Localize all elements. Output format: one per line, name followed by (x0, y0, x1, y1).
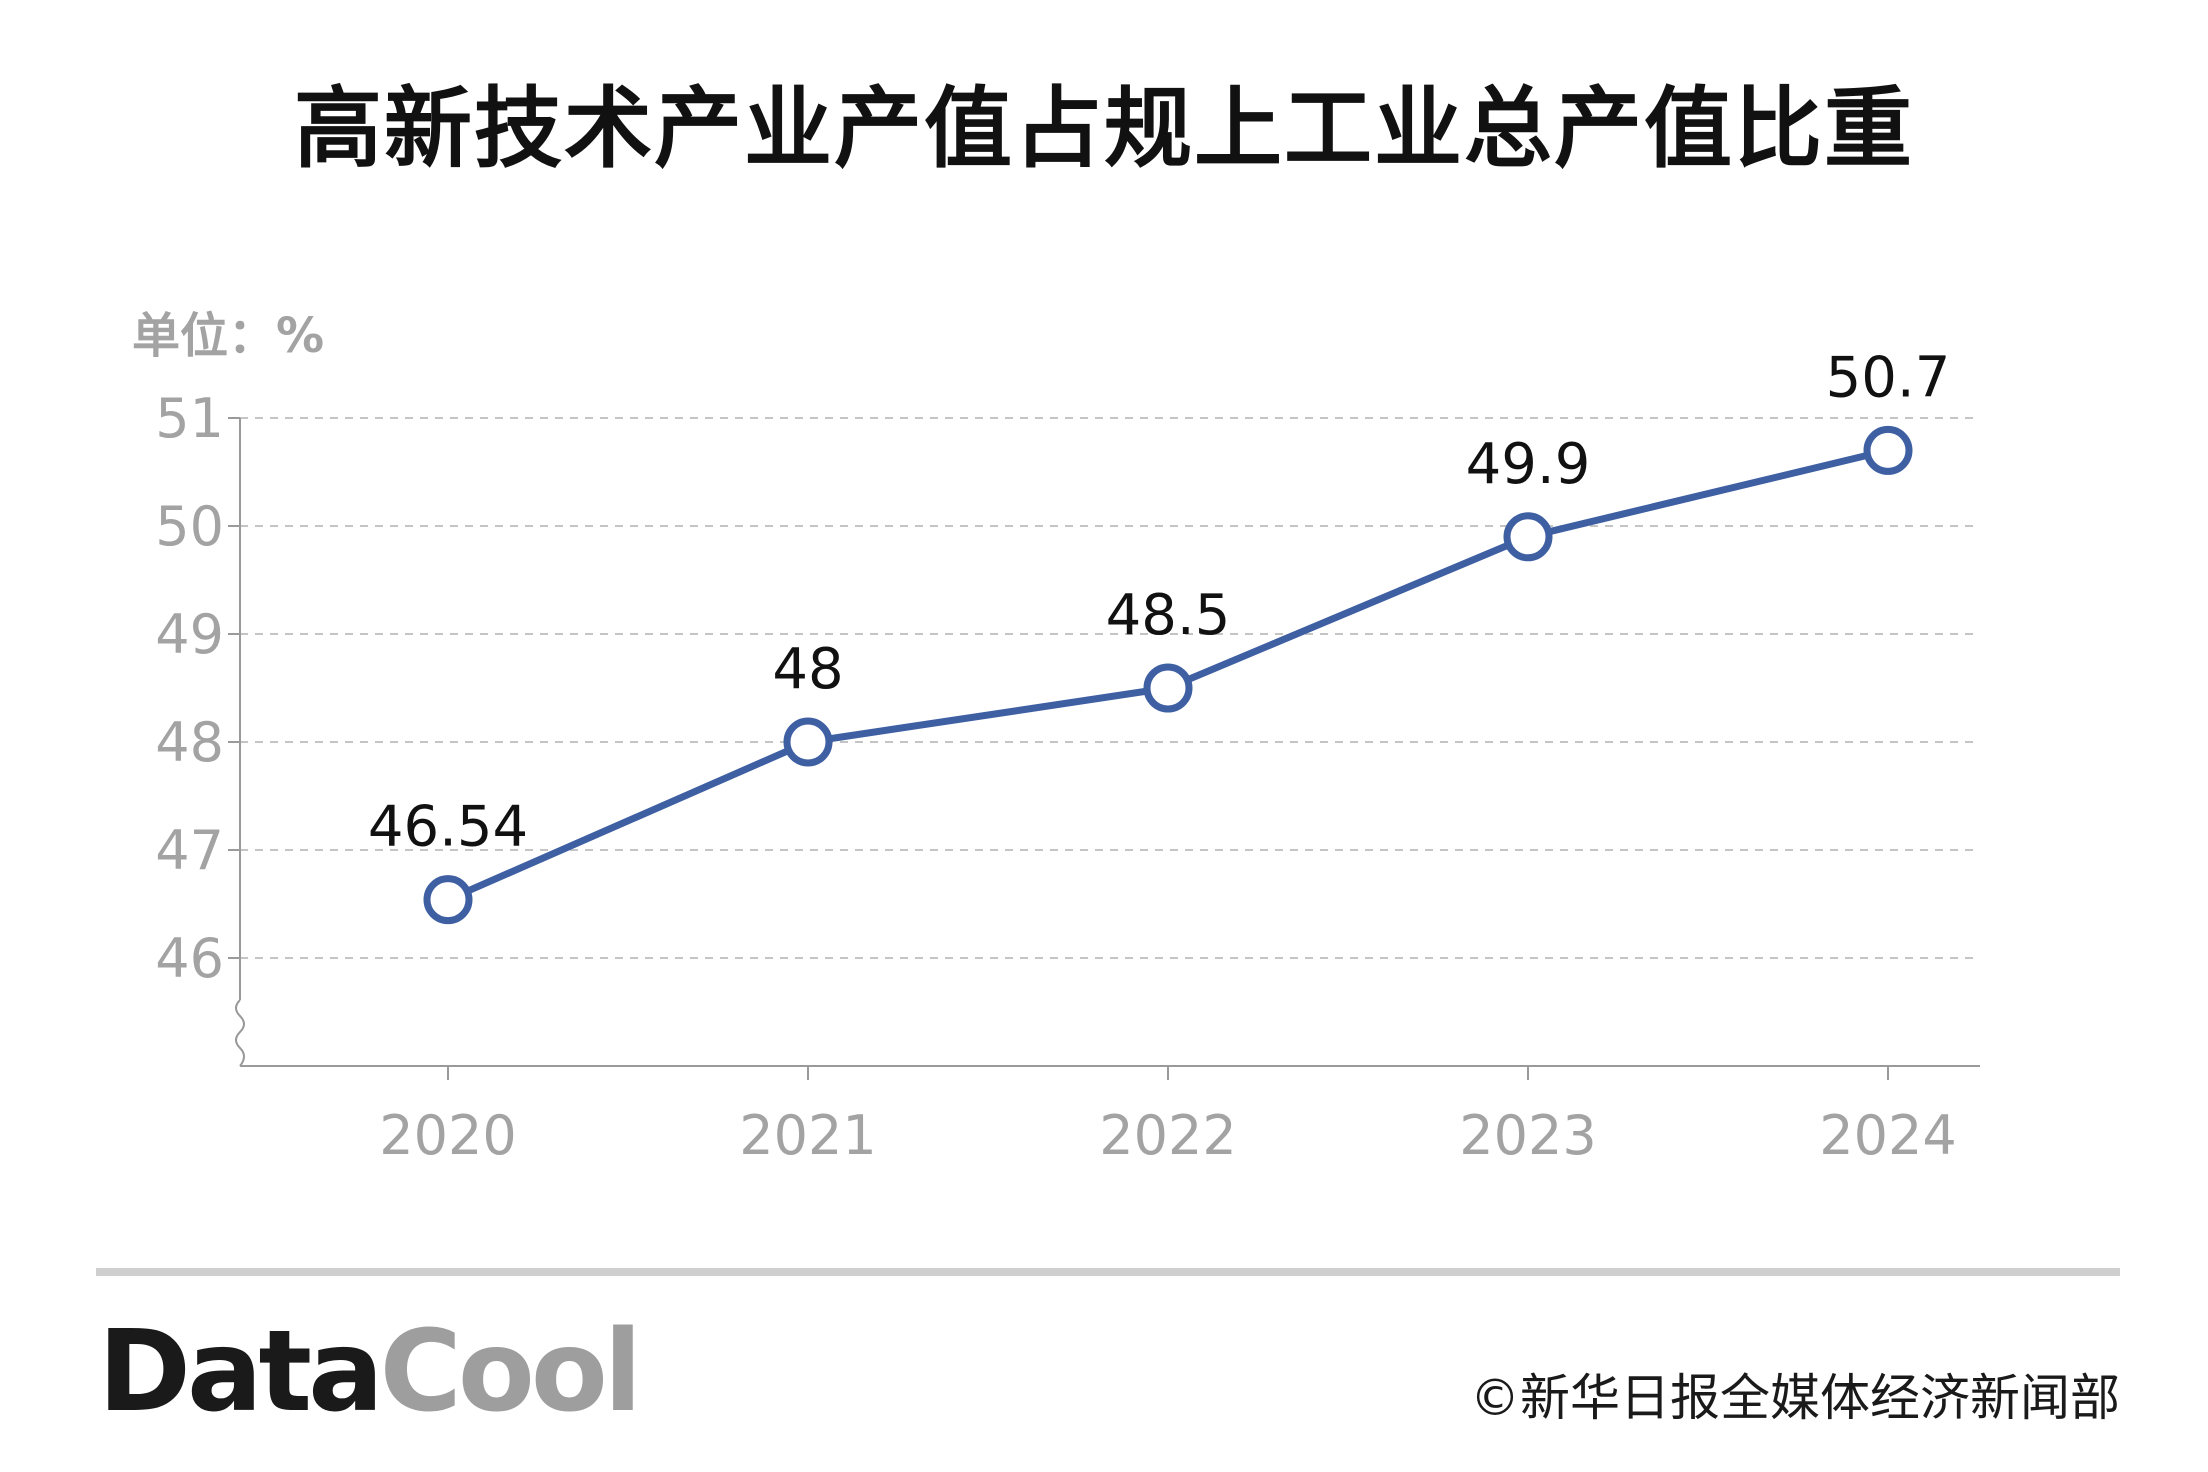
copyright-notice: ©新华日报全媒体经济新闻部 (1470, 1369, 2120, 1427)
y-tick-label-50: 50 (155, 495, 224, 558)
data-label-2021: 48 (772, 637, 843, 702)
x-tick-label-2023: 2023 (1459, 1104, 1596, 1167)
data-point-2022 (1143, 663, 1193, 713)
data-point-2023 (1503, 512, 1553, 562)
x-tick-label-2022: 2022 (1099, 1104, 1236, 1167)
unit-label: 单位：% (132, 308, 325, 364)
y-tick-label-46: 46 (155, 927, 224, 990)
line-chart: 46 47 48 49 50 51 2020 2021 2022 2023 2024 46.54 48 4… (155, 345, 1980, 1167)
data-point-2024 (1863, 425, 1913, 475)
y-tick-label-48: 48 (155, 711, 224, 774)
logo-text-data: Data (98, 1307, 384, 1437)
y-tick-label-47: 47 (155, 819, 224, 882)
data-point-2020 (423, 875, 473, 925)
axis-break-icon (235, 999, 245, 1067)
datacool-logo: Data Cool (98, 1307, 642, 1437)
x-tick-label-2021: 2021 (739, 1104, 876, 1167)
y-tick-label-51: 51 (155, 387, 224, 450)
footer-divider (96, 1268, 2120, 1276)
data-label-2020: 46.54 (368, 795, 528, 860)
logo-text-cool: Cool (379, 1307, 642, 1437)
y-tick-label-49: 49 (155, 603, 224, 666)
x-tick-label-2020: 2020 (379, 1104, 516, 1167)
data-label-2023: 49.9 (1466, 432, 1591, 497)
x-tick-label-2024: 2024 (1819, 1104, 1956, 1167)
data-label-2022: 48.5 (1106, 583, 1231, 648)
data-point-2021 (783, 717, 833, 767)
chart-title: 高新技术产业产值占规上工业总产值比重 (293, 77, 1914, 180)
data-label-2024: 50.7 (1826, 345, 1951, 410)
